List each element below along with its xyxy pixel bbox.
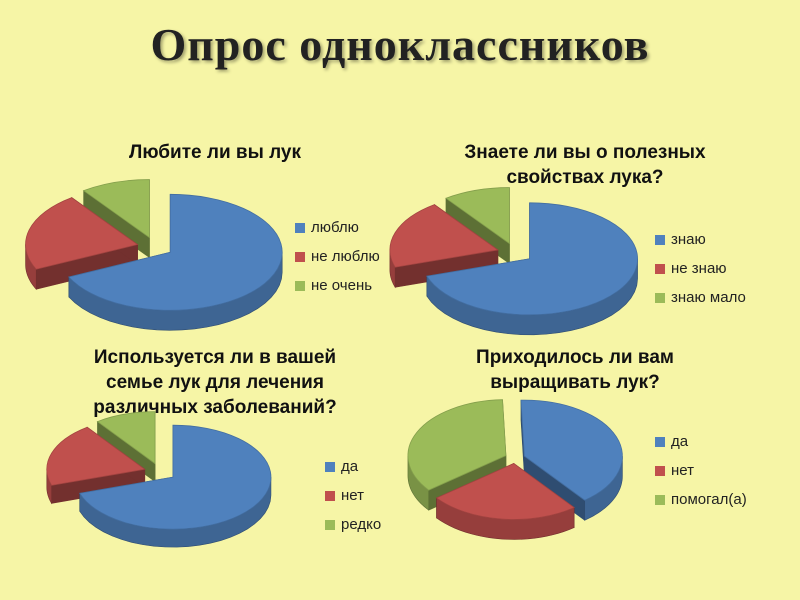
pie-plot: [389, 187, 638, 336]
legend-swatch: [295, 280, 305, 291]
chart-title: Любите ли вы лук: [129, 142, 301, 163]
legend-swatch: [295, 251, 305, 262]
legend-item-3: знаю мало: [655, 283, 746, 312]
legend-swatch: [325, 519, 335, 530]
pie-plot: [25, 179, 283, 331]
legend-label: люблю: [311, 219, 359, 236]
pie-slice-1: [68, 193, 283, 331]
legend-item-2: нет: [325, 481, 381, 510]
pie-slice-1: [426, 202, 638, 336]
legend-label: не знаю: [671, 260, 727, 277]
legend-label: не очень: [311, 277, 373, 294]
legend-swatch: [325, 490, 335, 501]
chart-legend: да нет помогал(а): [655, 427, 747, 514]
legend-swatch: [655, 494, 665, 505]
legend-item-1: да: [325, 452, 381, 481]
legend-label: знаю мало: [671, 289, 746, 306]
legend-swatch: [295, 222, 305, 233]
pie-slice-1: [79, 424, 272, 548]
legend-item-1: да: [655, 427, 747, 456]
pie-chart-used-for-treatment: Используется ли в вашей семье лук для ле…: [0, 340, 400, 585]
pie-plot: [407, 399, 623, 540]
legend-swatch: [655, 436, 665, 447]
legend-item-2: нет: [655, 456, 747, 485]
chart-title: Знаете ли вы о полезных свойствах лука?: [464, 142, 706, 188]
pie-chart-grown-onion: Приходилось ли вам выращивать лук? да нет…: [400, 340, 800, 585]
slide-title: Опрос одноклассников: [150, 19, 650, 70]
pie-plot: [46, 411, 272, 548]
legend-swatch: [655, 263, 665, 274]
chart-title: Используется ли в вашей семье лук для ле…: [93, 347, 337, 418]
legend-swatch: [655, 465, 665, 476]
legend-label: нет: [671, 462, 694, 479]
legend-swatch: [655, 292, 665, 303]
pie-slice-2: [435, 462, 575, 540]
chart-title: Приходилось ли вам выращивать лук?: [476, 347, 674, 393]
legend-label: помогал(а): [671, 491, 747, 508]
legend-item-3: помогал(а): [655, 485, 747, 514]
legend-label: знаю: [671, 231, 706, 248]
legend-item-1: знаю: [655, 225, 746, 254]
legend-item-2: не люблю: [295, 242, 380, 271]
pie-slice-2: [25, 197, 139, 291]
legend-item-3: не очень: [295, 271, 380, 300]
legend-item-2: не знаю: [655, 254, 746, 283]
legend-item-3: редко: [325, 510, 381, 539]
pie-chart-know-benefits: Знаете ли вы о полезных свойствах лука? …: [389, 135, 800, 380]
legend-label: нет: [341, 487, 364, 504]
pie-chart-love-onion: Любите ли вы лук люблю не люблю не очень: [0, 135, 400, 380]
pie-slice-2: [46, 426, 146, 505]
legend-item-1: люблю: [295, 213, 380, 242]
chart-legend: люблю не люблю не очень: [295, 213, 380, 300]
pie-slice-2: [389, 204, 499, 289]
legend-label: не люблю: [311, 248, 380, 265]
chart-legend: да нет редко: [325, 452, 381, 539]
legend-label: да: [671, 433, 689, 450]
legend-label: редко: [341, 516, 382, 533]
legend-swatch: [655, 234, 665, 245]
legend-label: да: [341, 458, 359, 475]
chart-legend: знаю не знаю знаю мало: [655, 225, 746, 312]
legend-swatch: [325, 461, 335, 472]
